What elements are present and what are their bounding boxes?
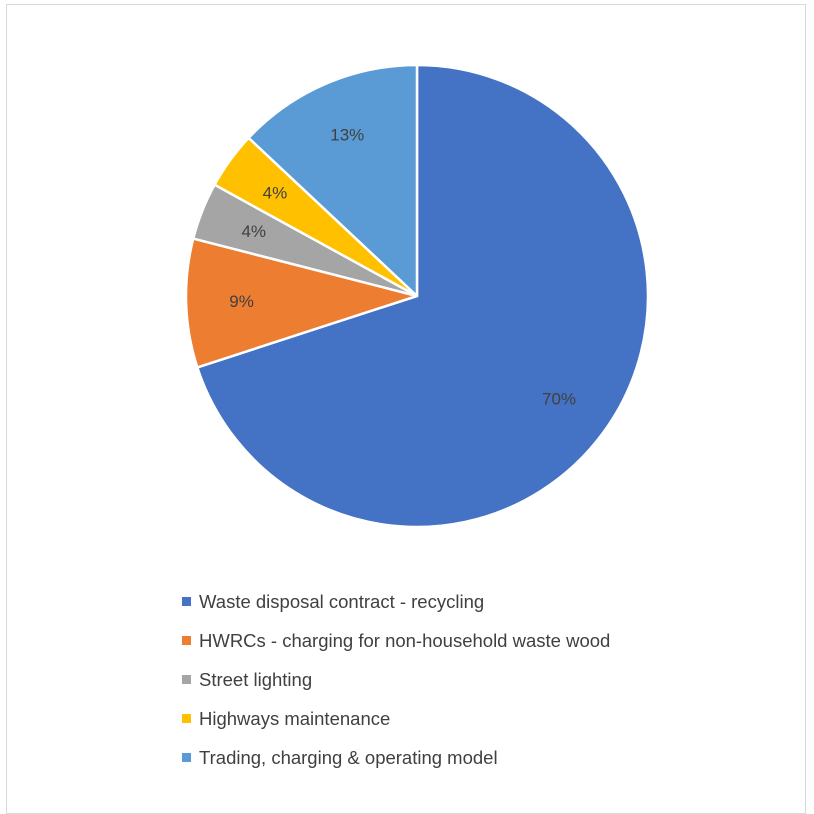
slice-data-label-1: 9% bbox=[229, 292, 254, 311]
legend-swatch bbox=[182, 714, 191, 723]
legend-item-1: HWRCs - charging for non-household waste… bbox=[182, 629, 610, 652]
legend-label: Street lighting bbox=[199, 668, 313, 690]
pie-slice-4 bbox=[247, 63, 419, 298]
slice-data-label-0: 70% bbox=[542, 390, 576, 409]
legend-item-3: Highways maintenance bbox=[182, 707, 610, 730]
legend-label: Trading, charging & operating model bbox=[199, 746, 498, 768]
pie-slice-0 bbox=[196, 63, 650, 529]
pie-labels: 70% 9% 4% 4% 13% bbox=[229, 125, 576, 408]
legend-swatch bbox=[182, 675, 191, 684]
legend-item-2: Street lighting bbox=[182, 668, 610, 691]
pie-slices bbox=[184, 63, 650, 529]
legend-label: Highways maintenance bbox=[199, 707, 391, 729]
pie-slice-1 bbox=[184, 237, 419, 369]
legend-item-4: Trading, charging & operating model bbox=[182, 746, 610, 769]
chart-legend: Waste disposal contract - recycling HWRCs… bbox=[182, 590, 610, 785]
legend-swatch bbox=[182, 597, 191, 606]
legend-label: HWRCs - charging for non-household waste… bbox=[199, 629, 611, 651]
slice-data-label-4: 13% bbox=[330, 125, 364, 144]
legend-label: Waste disposal contract - recycling bbox=[199, 590, 485, 612]
slice-data-label-3: 4% bbox=[263, 183, 288, 202]
legend-swatch bbox=[182, 636, 191, 645]
slice-data-label-2: 4% bbox=[241, 222, 266, 241]
legend-item-0: Waste disposal contract - recycling bbox=[182, 590, 610, 613]
legend-swatch bbox=[182, 753, 191, 762]
